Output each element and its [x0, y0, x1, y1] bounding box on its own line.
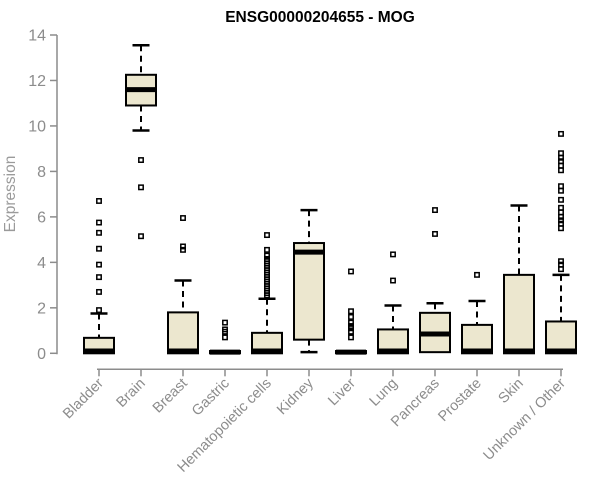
outlier-point	[96, 245, 102, 252]
x-tick-label: Kidney	[274, 375, 317, 418]
outlier-point	[390, 277, 396, 284]
outlier-point	[348, 313, 354, 320]
outlier-point	[222, 334, 228, 341]
outlier-point	[96, 198, 102, 204]
outlier-point	[432, 230, 438, 237]
outlier-point	[348, 268, 354, 275]
y-tick-label: 6	[37, 209, 46, 226]
box	[167, 311, 199, 355]
x-tick-label: Bladder	[60, 375, 107, 422]
outlier-point	[558, 220, 564, 227]
x-tick-label: Lung	[367, 376, 401, 410]
outlier-point	[180, 246, 186, 253]
outlier-point	[264, 246, 270, 253]
outlier-point	[264, 255, 270, 262]
outlier-point	[138, 233, 144, 240]
outlier-point	[138, 184, 144, 191]
outlier-point	[138, 157, 144, 163]
y-axis-label: Expression	[2, 156, 19, 233]
y-tick-label: 12	[28, 73, 46, 90]
outlier-point	[558, 225, 564, 232]
outlier-point	[180, 215, 186, 221]
y-tick-label: 4	[37, 255, 46, 272]
outlier-point	[558, 213, 564, 220]
outlier-point	[432, 207, 438, 214]
outlier-point	[558, 217, 564, 224]
y-tick-label: 10	[28, 118, 46, 135]
outlier-point	[180, 243, 186, 250]
outlier-point	[348, 328, 354, 335]
outlier-point	[558, 261, 564, 268]
outlier-point	[96, 307, 102, 314]
box	[545, 320, 577, 355]
outlier-point	[558, 196, 564, 203]
outlier-point	[558, 150, 564, 157]
outlier-point	[558, 204, 564, 211]
outlier-point	[348, 319, 354, 326]
x-tick-label: Skin	[496, 376, 527, 407]
x-tick-label: Liver	[325, 375, 359, 409]
outlier-point	[96, 219, 102, 226]
outlier-point	[474, 271, 480, 278]
outlier-point	[558, 183, 564, 190]
outlier-point	[96, 229, 102, 236]
boxes-layer	[83, 43, 577, 355]
outlier-point	[348, 334, 354, 341]
outlier-point	[348, 323, 354, 329]
outlier-point	[558, 187, 564, 194]
y-tick-label: 8	[37, 164, 46, 181]
outlier-point	[558, 209, 564, 216]
outlier-point	[390, 251, 396, 258]
outlier-point	[222, 319, 228, 326]
x-tick-label: Breast	[150, 376, 191, 417]
box	[293, 242, 325, 341]
outlier-point	[264, 252, 270, 259]
y-tick-label: 14	[28, 28, 46, 45]
outlier-point	[558, 258, 564, 265]
outlier-point	[348, 308, 354, 315]
x-tick-label: Prostate	[435, 376, 484, 425]
outlier-point	[96, 274, 102, 281]
outlier-point	[96, 288, 102, 295]
outlier-point	[222, 326, 228, 333]
outlier-point	[558, 130, 564, 137]
x-tick-label: Brain	[114, 376, 149, 411]
y-tick-label: 0	[37, 346, 46, 363]
chart-title: ENSG00000204655 - MOG	[225, 9, 415, 26]
outlier-point	[558, 266, 564, 273]
outlier-point	[558, 158, 564, 165]
outlier-point	[264, 232, 270, 239]
outlier-point	[558, 154, 564, 161]
outlier-point	[558, 162, 564, 169]
outlier-point	[558, 167, 564, 174]
y-tick-label: 2	[37, 300, 46, 317]
outlier-point	[96, 261, 102, 268]
box	[503, 273, 535, 355]
